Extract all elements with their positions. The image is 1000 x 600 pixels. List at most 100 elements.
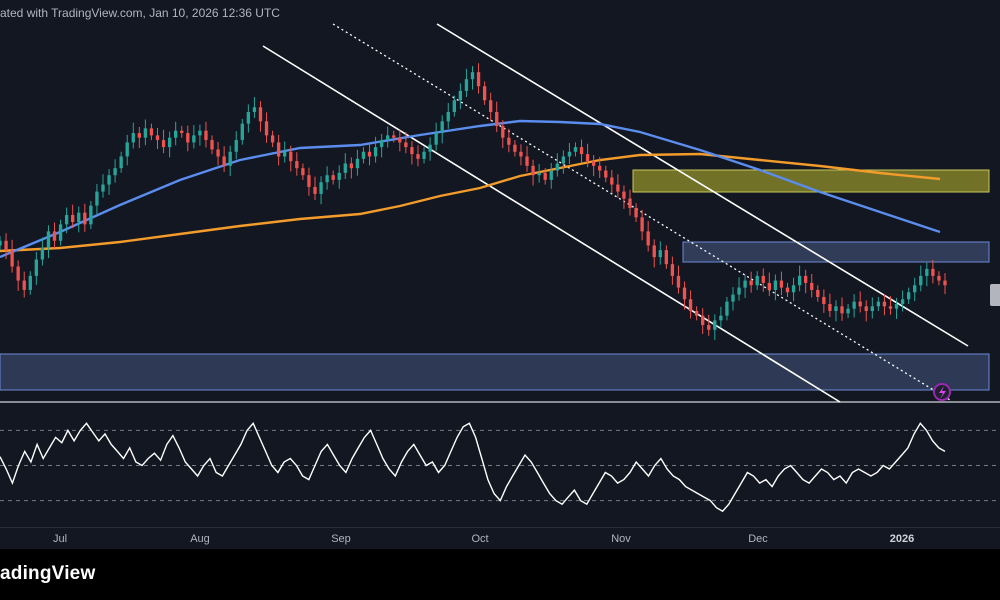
candle-body <box>785 287 790 293</box>
candle <box>228 145 232 177</box>
oscillator-pane <box>0 422 1000 513</box>
candle-body <box>180 130 184 134</box>
candle <box>428 137 432 161</box>
candle-body <box>555 163 559 171</box>
candle <box>416 145 420 167</box>
candle <box>822 289 826 313</box>
candle-body <box>791 285 796 293</box>
candle-body <box>737 287 741 295</box>
candle-body <box>470 72 475 80</box>
candle <box>58 219 63 246</box>
candle <box>325 166 329 190</box>
candle <box>913 277 917 302</box>
candle-body <box>537 172 541 176</box>
candle <box>234 131 238 160</box>
candle-body <box>355 158 360 169</box>
candle-body <box>464 79 469 91</box>
candle <box>670 256 675 285</box>
candle <box>379 133 384 158</box>
time-axis-label: Dec <box>748 533 768 545</box>
candle <box>440 115 444 144</box>
candle <box>585 143 590 168</box>
candle-body <box>440 121 444 134</box>
candle-body <box>77 212 81 223</box>
candle-body <box>900 299 905 304</box>
candle-body <box>894 303 899 309</box>
candle <box>797 265 802 292</box>
candle-body <box>943 280 947 286</box>
candle <box>276 134 281 166</box>
candle-body <box>379 140 384 148</box>
candle <box>622 185 626 209</box>
candle <box>434 122 438 151</box>
candle-body <box>476 72 481 87</box>
time-axis-label: Aug <box>190 533 210 545</box>
candle <box>737 277 741 301</box>
candle <box>174 121 178 146</box>
candle-body <box>240 123 244 141</box>
candle-body <box>676 275 681 288</box>
candle <box>779 271 784 296</box>
candle <box>446 103 450 129</box>
price-chart[interactable] <box>0 0 1000 527</box>
time-axis-label: Jul <box>52 533 68 545</box>
candle <box>731 287 735 311</box>
candle-body <box>289 151 293 162</box>
time-axis-label: Oct <box>471 533 489 545</box>
candle <box>852 294 856 318</box>
candle <box>925 262 929 287</box>
candle <box>422 147 426 164</box>
candle <box>900 290 905 312</box>
candle-body <box>107 175 111 185</box>
candle <box>464 68 469 97</box>
candle-body <box>507 137 511 145</box>
footer: adingView <box>0 549 1000 600</box>
candle-body <box>101 184 105 192</box>
candle-body <box>137 133 141 138</box>
candle <box>349 157 354 179</box>
candle-body <box>222 156 226 166</box>
candle <box>77 206 81 233</box>
candle <box>10 239 14 273</box>
candle <box>246 104 251 133</box>
candle-body <box>622 191 626 199</box>
time-axis-label: Sep <box>331 533 351 545</box>
candle <box>355 149 360 176</box>
candle-body <box>34 259 39 276</box>
candle-body <box>125 142 129 157</box>
candle <box>876 296 881 312</box>
candle-body <box>252 107 257 112</box>
zones-layer <box>0 169 1000 403</box>
candle <box>83 203 87 232</box>
candle-body <box>337 172 341 180</box>
candle <box>180 126 184 138</box>
candle-body <box>755 275 759 286</box>
candle <box>610 170 614 194</box>
candle <box>258 101 263 132</box>
candle <box>743 274 747 298</box>
candle <box>240 118 244 145</box>
candle-body <box>95 191 99 206</box>
candle-body <box>931 268 935 276</box>
candle <box>216 141 220 166</box>
time-axis-label: 2026 <box>889 533 915 545</box>
candle-body <box>725 301 729 316</box>
candle <box>16 260 20 291</box>
time-axis[interactable]: Jul Aug Sep Oct Nov Dec 2026 <box>0 527 1000 550</box>
candle-body <box>58 224 63 241</box>
candle <box>567 142 572 164</box>
candle-body <box>446 111 450 122</box>
candle-body <box>652 245 656 258</box>
candle-body <box>604 170 608 178</box>
candle-body <box>234 140 238 152</box>
candle-body <box>40 247 45 260</box>
zone-2 <box>682 241 990 263</box>
candle-body <box>906 292 911 300</box>
candle-body <box>719 315 723 321</box>
candle <box>828 293 832 318</box>
candle <box>113 159 117 183</box>
candle <box>283 141 287 163</box>
candle-body <box>307 175 311 187</box>
candle-body <box>410 147 414 155</box>
candle-body <box>773 280 778 290</box>
